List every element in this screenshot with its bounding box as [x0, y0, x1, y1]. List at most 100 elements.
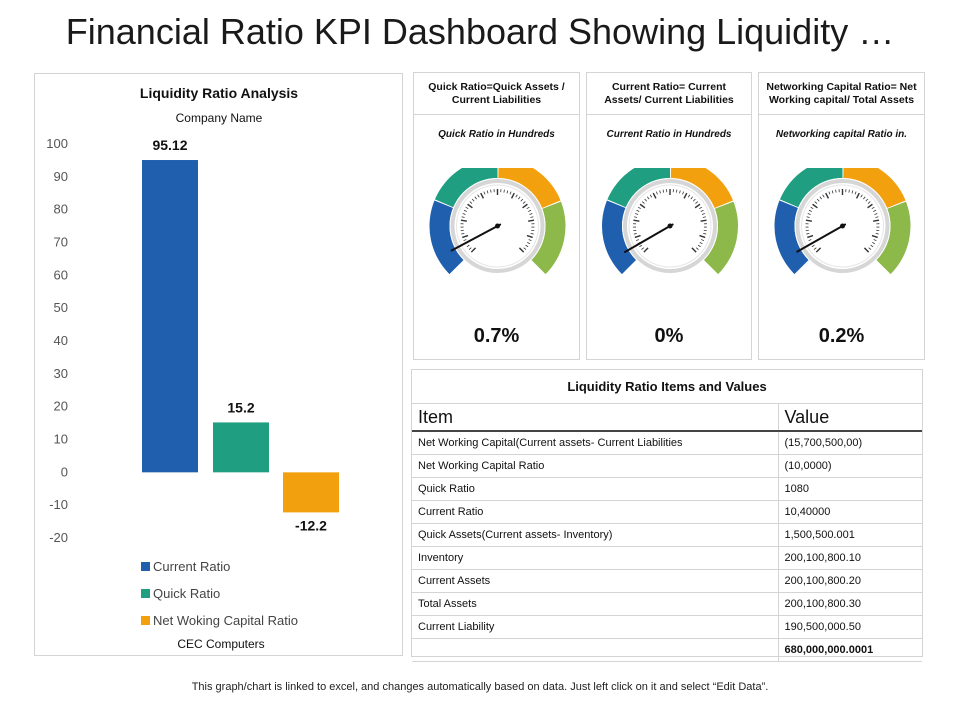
gauge-tick [701, 239, 705, 242]
gauge-tick [675, 189, 678, 193]
gauge-tick [659, 190, 661, 194]
quick-ratio-gauge-panel[interactable]: Quick Ratio=Quick Assets / Current Liabi… [413, 72, 580, 360]
chart-title: Liquidity Ratio Analysis [140, 85, 298, 101]
gauge-tick [486, 190, 489, 194]
item-cell: Net Working Capital(Current assets- Curr… [412, 431, 779, 455]
y-tick-label: -20 [49, 530, 68, 545]
gauge-segment-teal [779, 168, 843, 208]
gauge-tick [633, 233, 637, 235]
gauge-tick [652, 192, 657, 199]
value-cell: 680,000,000.0001 [778, 638, 922, 662]
gauge-tick [506, 190, 509, 194]
page-title: Financial Ratio KPI Dashboard Showing Li… [65, 11, 895, 52]
y-tick-label: 0 [61, 464, 68, 479]
gauge-tick [656, 191, 658, 195]
item-cell: Quick Ratio [412, 477, 779, 501]
liquidity-items-table-panel[interactable]: Liquidity Ratio Items and Values Item Va… [411, 369, 923, 662]
gauge-segment-orange [498, 168, 561, 209]
networking-capital-ratio-gauge [774, 168, 911, 275]
gauge-tick [460, 219, 467, 222]
gauge-tick [813, 247, 817, 250]
gauge-tick [463, 209, 467, 212]
bar-quick-ratio [213, 422, 269, 473]
gauge-value: 0% [654, 325, 684, 347]
gauge-tick [477, 194, 480, 198]
gauge-tick [828, 191, 831, 195]
gauge-tick [635, 239, 639, 242]
gauge-tick [703, 233, 707, 235]
liquidity-ratio-bar-chart[interactable]: Liquidity Ratio Analysis Company Name 10… [35, 74, 402, 655]
legend-swatch [141, 562, 150, 571]
gauge-tick [687, 194, 691, 198]
bar-value-labels: 95.12 15.2 -12.2 [152, 137, 327, 533]
item-cell: Net Working Capital Ratio [412, 454, 779, 478]
y-tick-label: 70 [54, 235, 68, 250]
gauge-needle [623, 223, 674, 253]
gauge-tick [643, 247, 649, 253]
gauge-tick [691, 247, 697, 253]
gauge-tick [679, 190, 681, 194]
value-cell: (10,0000) [778, 454, 922, 478]
item-cell [412, 638, 779, 662]
bar-net-woking-capital-ratio [283, 472, 339, 513]
y-tick-label: 20 [54, 399, 68, 414]
gauge-tick [855, 192, 860, 199]
y-tick-label: 30 [54, 366, 68, 381]
gauge-tick [641, 247, 645, 250]
legend-swatch [141, 616, 150, 625]
footnote: This graph/chart is linked to excel, and… [191, 681, 769, 693]
gauge-tick [468, 247, 472, 250]
gauge-segment-orange [843, 168, 906, 209]
gauge-segment-green [531, 201, 566, 275]
gauge-tick [683, 192, 688, 199]
legend-swatch [141, 589, 150, 598]
chart-legend: Current Ratio Quick Ratio Net Woking Capit… [141, 559, 298, 628]
gauge-tick [518, 247, 525, 253]
quick-ratio-gauge [429, 168, 566, 275]
gauge-tick [525, 244, 529, 248]
gauge-segment-orange [670, 168, 734, 209]
gauge-segment-blue [774, 200, 809, 275]
gauge-tick [811, 244, 815, 248]
y-tick-label: 60 [54, 267, 68, 282]
table-row: Current Ratio 10,40000 [412, 500, 922, 524]
gauge-segment-green [703, 201, 738, 275]
gauge-tick [633, 219, 640, 222]
gauge-tick [641, 201, 645, 204]
gauge-tick [870, 244, 874, 248]
item-cell: Current Liability [412, 615, 779, 639]
table-row: Total Assets 200,100,800.30 [412, 592, 922, 616]
table-header-row: Item Value [412, 404, 922, 432]
gauge-tick [863, 247, 870, 253]
gauge-tick [807, 234, 814, 239]
column-header-value: Value [778, 404, 922, 432]
gauge-tick [806, 216, 810, 218]
gauge-tick [702, 216, 706, 218]
gauge-tick [815, 247, 822, 253]
value-cell: 1080 [778, 477, 922, 501]
liquidity-ratio-chart-panel[interactable]: Liquidity Ratio Analysis Company Name 10… [34, 73, 403, 656]
gauge-segment-blue [429, 200, 464, 275]
gauge-tick [467, 203, 473, 209]
current-ratio-gauge-panel[interactable]: Current Ratio= Current Assets/ Current L… [586, 72, 752, 360]
gauge-tick [469, 201, 473, 204]
legend-label: Net Woking Capital Ratio [153, 613, 298, 628]
gauge-tick [694, 203, 701, 209]
gauge-tick [483, 191, 486, 195]
gauge-subtitle: Current Ratio in Hundreds [606, 129, 732, 140]
gauge-value: 0.7% [473, 325, 520, 347]
gauge-tick [649, 194, 653, 198]
networking-capital-ratio-gauge-panel[interactable]: Networking Capital Ratio= Net Working ca… [758, 72, 925, 360]
gauge-segment-teal [607, 168, 670, 208]
table-row: Net Working Capital Ratio (10,0000) [412, 454, 922, 478]
legend-label: Current Ratio [153, 559, 230, 574]
column-header-item: Item [412, 404, 779, 432]
gauge-tick [520, 198, 524, 202]
gauge-tick [848, 189, 850, 193]
gauge-tick [695, 247, 699, 250]
value-cell: 190,500,000.50 [778, 615, 922, 639]
current-ratio-gauge [602, 168, 738, 275]
gauge-tick [814, 201, 818, 204]
gauge-tick [871, 234, 878, 239]
gauge-tick [522, 203, 528, 209]
